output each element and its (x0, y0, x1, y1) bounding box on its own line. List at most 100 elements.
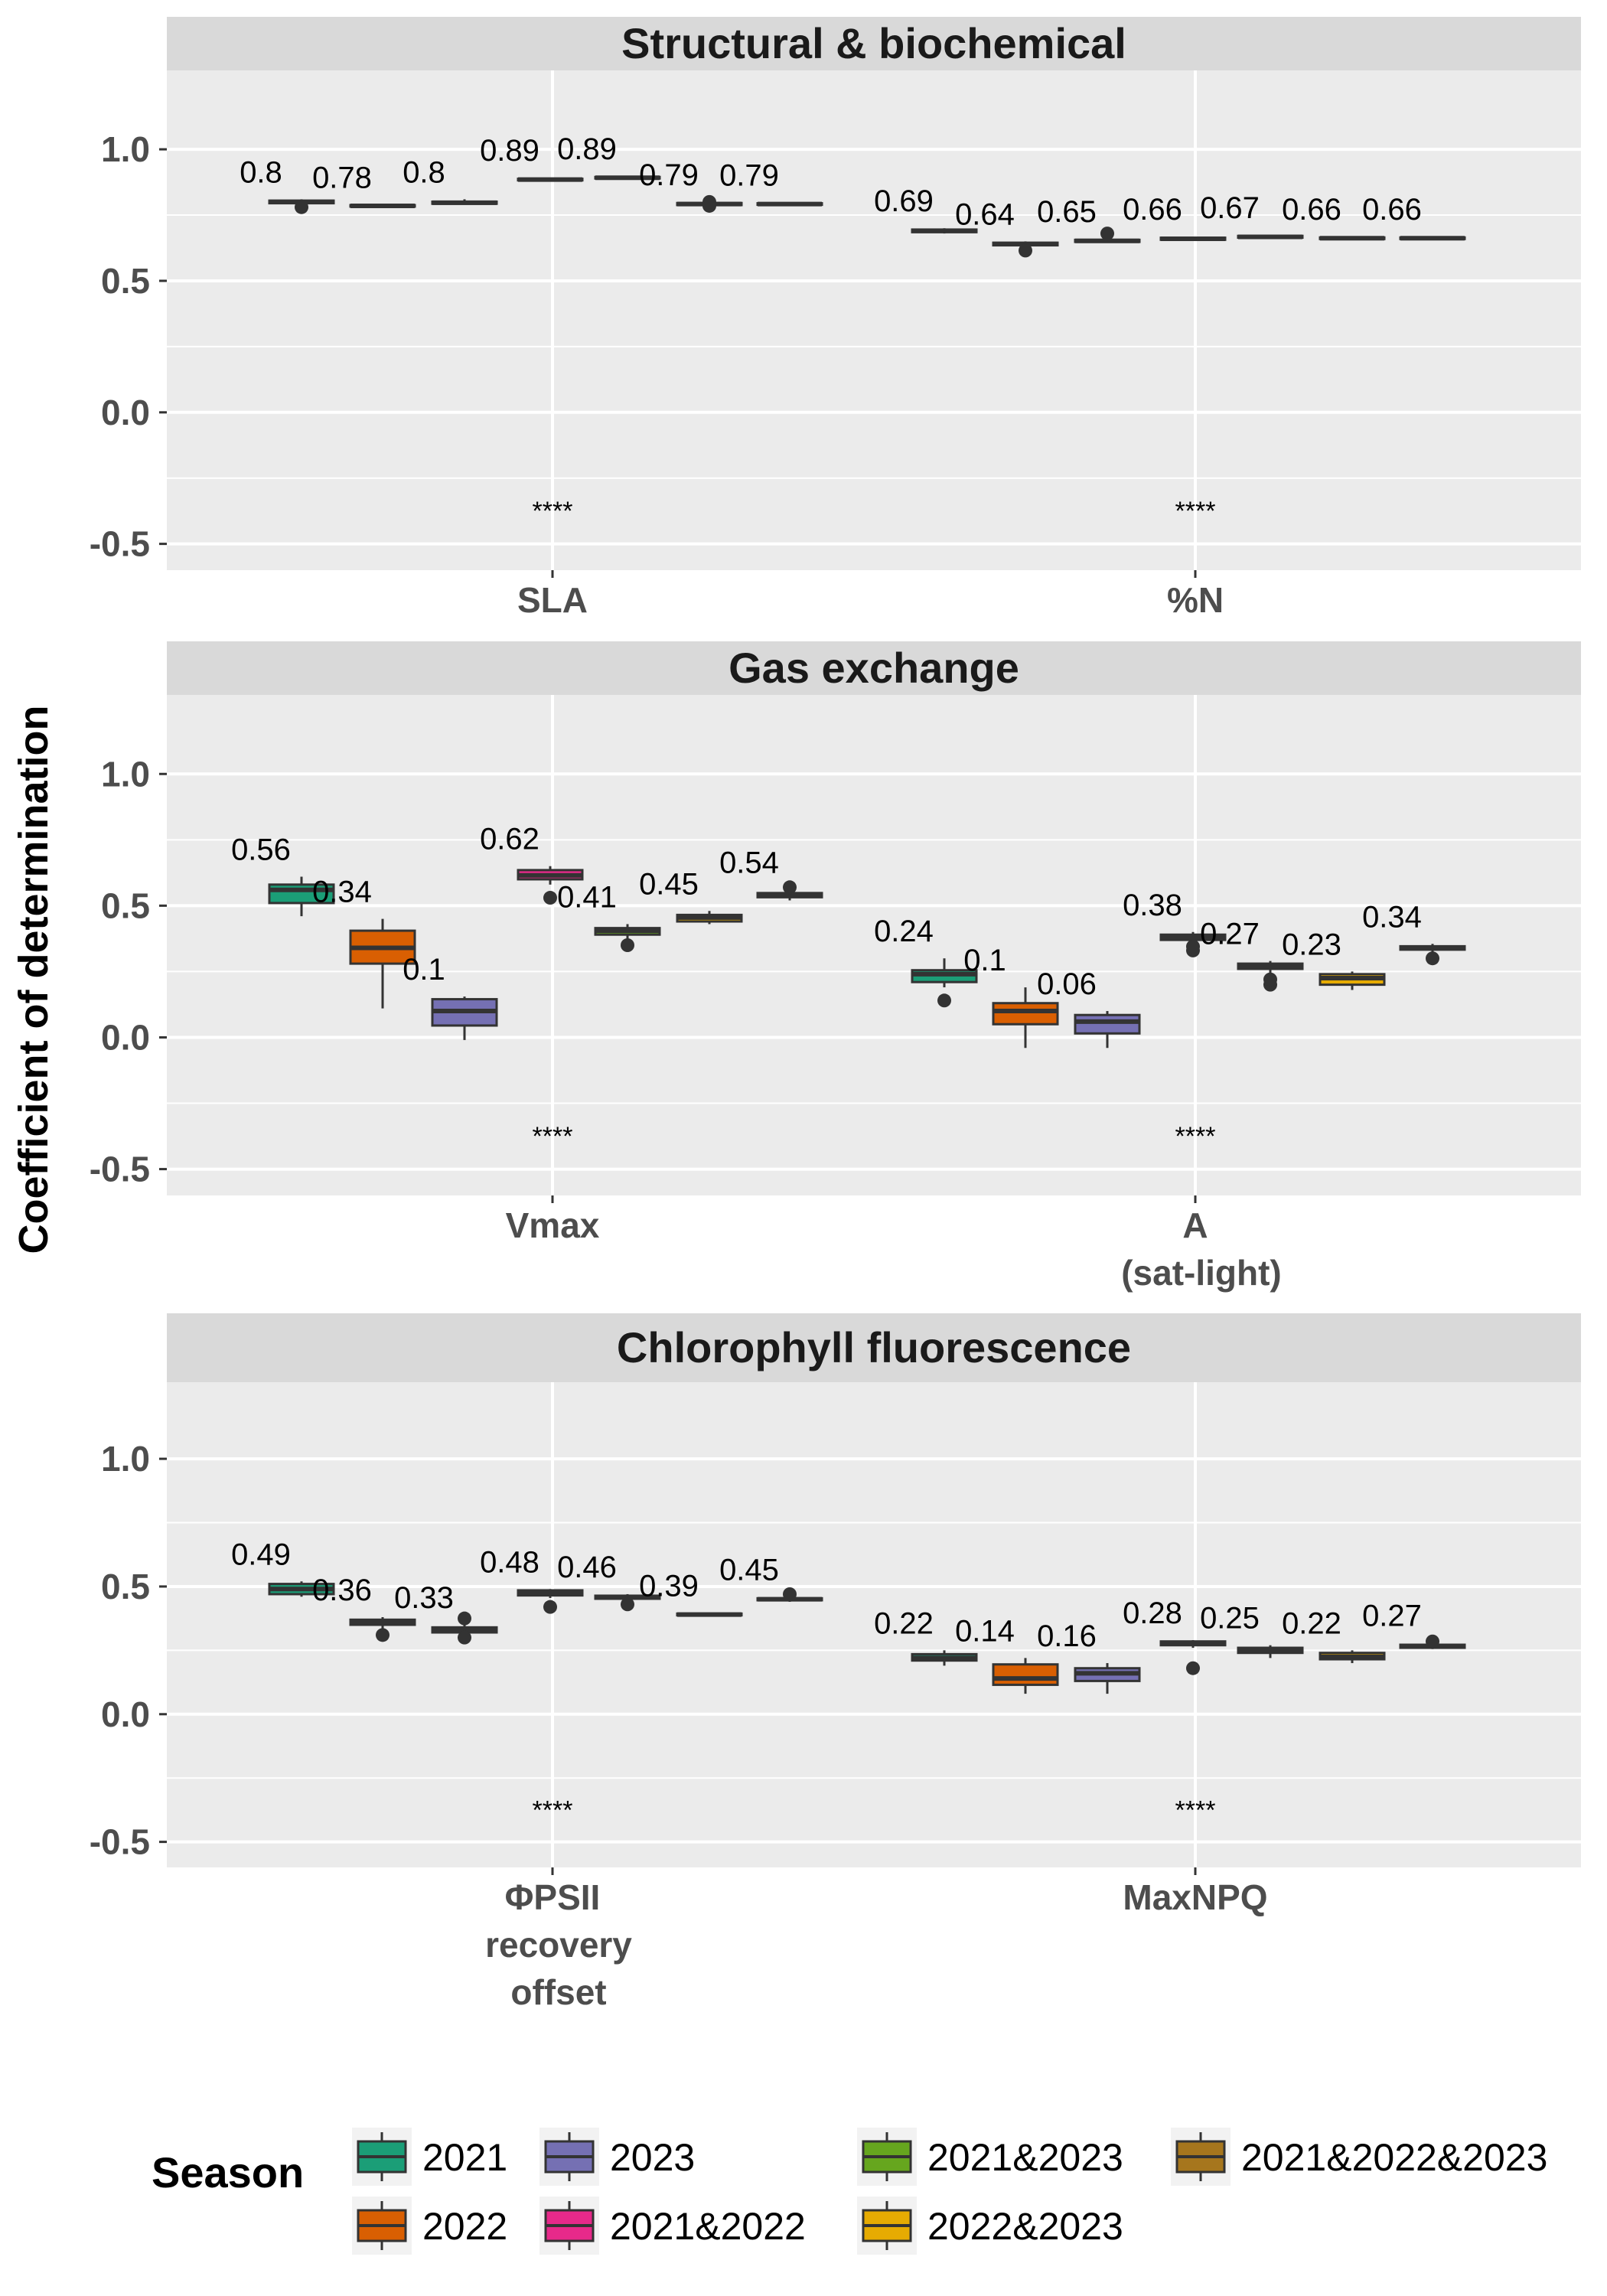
value-label: 0.64 (955, 197, 1015, 231)
box: 0.33 (394, 1581, 498, 1645)
value-label: 0.34 (312, 876, 372, 909)
box: 0.25 (1200, 1602, 1304, 1658)
legend-label: 2021&2022&2023 (1241, 2136, 1547, 2179)
outlier-point (1100, 227, 1114, 241)
box: 0.28 (1123, 1596, 1227, 1675)
box: 0.27 (1200, 918, 1304, 992)
value-label: 0.25 (1200, 1602, 1260, 1636)
box: 0.1 (963, 944, 1059, 1049)
value-label: 0.66 (1123, 193, 1182, 227)
value-label: 0.22 (874, 1606, 934, 1640)
legend-label: 2023 (610, 2136, 695, 2179)
box: 0.36 (312, 1574, 416, 1642)
outlier-point (783, 1587, 797, 1601)
outlier-point (1186, 939, 1200, 954)
box: 0.62 (480, 823, 584, 905)
box: 0.89 (480, 134, 584, 182)
panels: Structural & biochemical -0.5 0.0 0.5 1.0 SLA… (90, 17, 1581, 2012)
value-label: 0.79 (639, 158, 699, 192)
outlier-point (1426, 1634, 1439, 1649)
value-label: 0.1 (403, 953, 445, 987)
box: 0.39 (639, 1569, 743, 1617)
outlier-point (543, 1600, 557, 1614)
y-tick-label: 0.5 (101, 885, 150, 925)
panel-title: Gas exchange (729, 644, 1019, 692)
plot-area (167, 70, 1581, 570)
value-label: 0.89 (557, 132, 617, 166)
box: 0.69 (874, 184, 978, 234)
legend-label: 2021 (422, 2136, 507, 2179)
box: 0.23 (1282, 928, 1386, 990)
significance-label: **** (1175, 1796, 1216, 1825)
value-label: 0.69 (874, 184, 934, 218)
value-label: 0.49 (231, 1538, 291, 1571)
box: 0.22 (874, 1606, 978, 1666)
value-label: 0.27 (1200, 918, 1260, 951)
box: 0.14 (955, 1614, 1059, 1694)
box-body (1074, 1013, 1141, 1035)
box-body (992, 1663, 1059, 1686)
legend-label: 2021&2022 (610, 2205, 806, 2248)
panel-strip (167, 17, 1581, 70)
value-label: 0.78 (312, 161, 372, 194)
box: 0.27 (1362, 1599, 1466, 1649)
value-label: 0.66 (1282, 193, 1341, 227)
outlier-point (937, 993, 951, 1008)
box: 0.49 (231, 1538, 335, 1597)
panel-strip (167, 1313, 1581, 1382)
value-label: 0.27 (1362, 1599, 1422, 1632)
value-label: 0.34 (1362, 900, 1422, 934)
box: 0.48 (480, 1545, 584, 1614)
value-label: 0.8 (240, 155, 282, 189)
box: 0.45 (639, 867, 743, 925)
y-tick-label: 0.0 (101, 1017, 150, 1057)
y-tick-label: 1.0 (101, 1439, 150, 1479)
panel-title: Structural & biochemical (621, 19, 1126, 67)
value-label: 0.23 (1282, 928, 1341, 961)
value-label: 0.66 (1362, 193, 1422, 227)
box: 0.65 (1037, 195, 1141, 243)
box: 0.56 (231, 833, 335, 917)
value-label: 0.22 (1282, 1606, 1341, 1640)
box: 0.06 (1037, 967, 1141, 1049)
value-label: 0.56 (231, 833, 291, 867)
value-label: 0.67 (1200, 191, 1260, 225)
y-axis-label: Coefficient of determination (11, 705, 57, 1254)
x-tick-label: %N (1167, 580, 1224, 620)
x-tick-label: MaxNPQ (1123, 1877, 1267, 1917)
outlier-point (1426, 951, 1439, 966)
box: 0.79 (719, 159, 823, 207)
value-label: 0.46 (557, 1551, 617, 1584)
outlier-point (1019, 243, 1032, 258)
box: 0.54 (719, 846, 823, 901)
y-tick-label: 1.0 (101, 129, 150, 169)
x-tick-label: Vmax (506, 1205, 600, 1245)
value-label: 0.24 (874, 915, 934, 948)
box: 0.24 (874, 915, 978, 1008)
significance-label: **** (1175, 497, 1216, 526)
legend-item: 2021&2023 (857, 2128, 1123, 2186)
box: 0.46 (557, 1551, 661, 1612)
box: 0.67 (1200, 191, 1304, 240)
significance-label: **** (1175, 1122, 1216, 1151)
box-body (992, 1002, 1059, 1026)
outlier-point (458, 1611, 471, 1626)
value-label: 0.8 (403, 155, 445, 189)
box: 0.66 (1123, 193, 1227, 241)
legend-label: 2021&2023 (927, 2136, 1123, 2179)
legend-item: 2021 (352, 2128, 507, 2186)
y-tick-label: -0.5 (90, 524, 150, 564)
value-label: 0.38 (1123, 889, 1182, 922)
outlier-point (621, 938, 634, 952)
y-tick-label: 0.0 (101, 393, 150, 432)
box: 0.64 (955, 197, 1059, 258)
panel-strip (167, 641, 1581, 695)
value-label: 0.41 (557, 880, 617, 914)
value-label: 0.48 (480, 1545, 539, 1579)
box: 0.66 (1282, 193, 1386, 241)
y-tick-label: -0.5 (90, 1150, 150, 1189)
y-tick-label: 0.5 (101, 1567, 150, 1606)
value-label: 0.62 (480, 823, 539, 856)
legend-item: 2022&2023 (857, 2197, 1123, 2255)
value-label: 0.45 (719, 1553, 779, 1587)
